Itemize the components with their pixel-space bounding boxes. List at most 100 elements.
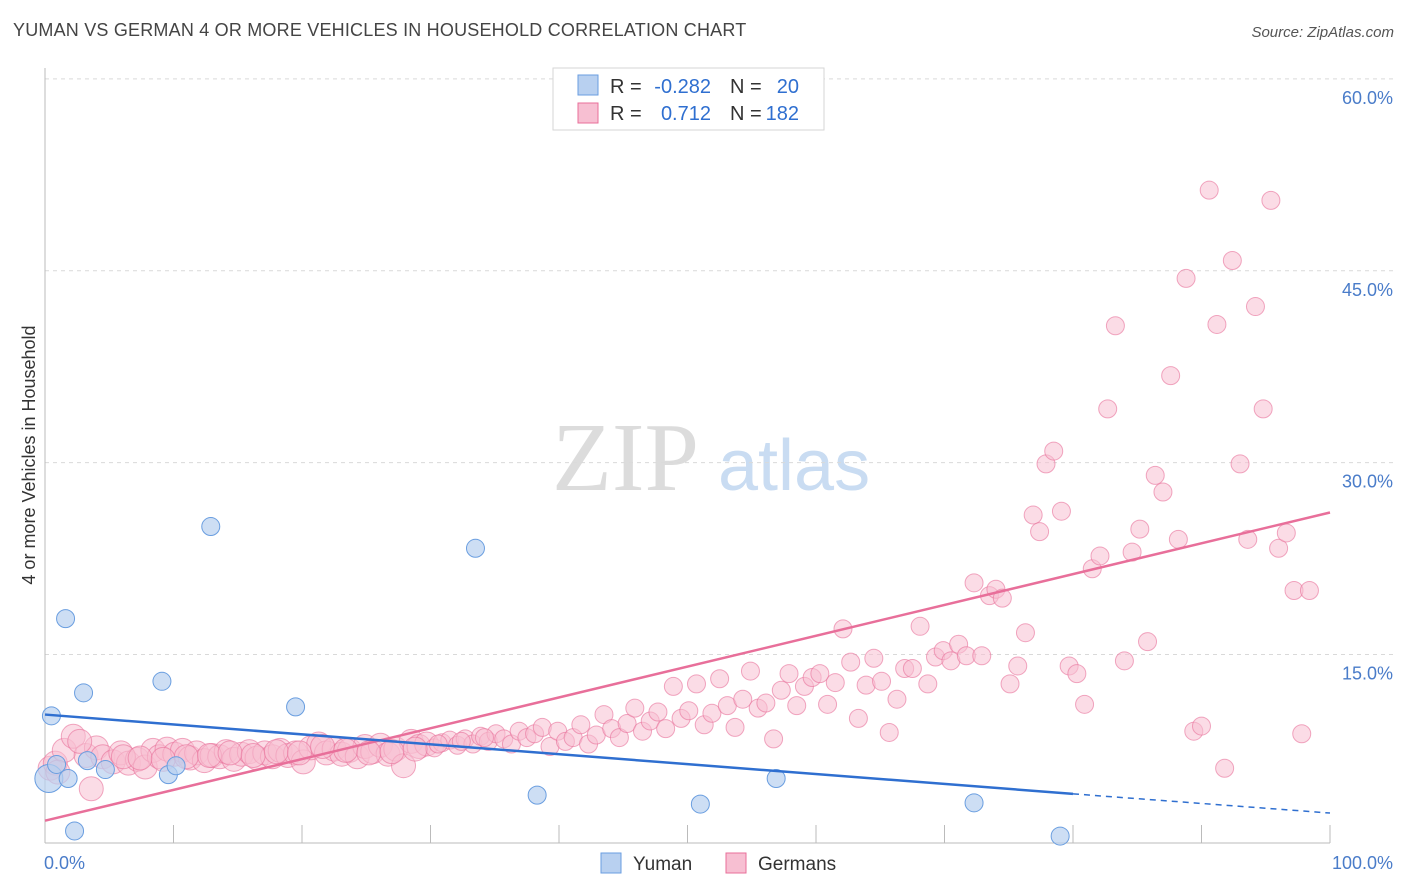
germans-point [1044,441,1064,461]
x-tick-label-0: 0.0% [44,853,85,873]
germans-point [756,693,776,713]
yuman-point [152,671,172,691]
y-axis-title: 4 or more Vehicles in Household [19,325,39,584]
yuman-point [58,769,78,789]
x-ticks [173,825,1331,843]
legend-germans-swatch [577,102,599,124]
germans-point [887,689,907,709]
trend-lines [44,511,1331,822]
yuman-point [286,697,306,717]
yuman-point [690,794,710,814]
yuman-point [77,751,97,771]
bottom-legend: Yuman Germans [600,852,836,875]
germans-point [1090,546,1110,566]
germans-point [964,573,984,593]
legend-box: R = -0.282 N = 20 R = 0.712 N = 182 [552,67,825,131]
x-tick-label-1: 100.0% [1332,853,1393,873]
germans-point [1161,366,1181,386]
yuman-point [65,821,85,841]
bottom-legend-yuman: Yuman [633,854,692,875]
germans-point [625,698,645,718]
germans-point [818,694,838,714]
germans-point [686,674,706,694]
watermark-atlas: atlas [718,426,870,506]
germans-point [617,714,637,734]
yuman-point [47,754,67,774]
germans-point [787,696,807,716]
germans-point [864,648,884,668]
germans-point [733,689,753,709]
chart-title: YUMAN VS GERMAN 4 OR MORE VEHICLES IN HO… [13,20,747,40]
germans-point [1299,581,1319,600]
germans-point [1153,482,1173,502]
yuman-trend-extension [1072,793,1331,814]
legend-yuman-r: -0.282 [654,76,711,98]
germans-point [402,736,428,762]
germans-point [1192,716,1211,736]
germans-point [1075,694,1095,714]
germans-point [127,745,153,771]
germans-point [910,616,930,636]
germans-point [1261,190,1281,210]
y-tick-label-15: 15.0% [1342,663,1393,683]
yuman-point [74,683,94,703]
germans-point [663,676,683,696]
germans-point [1199,180,1219,200]
germans-point [263,739,289,765]
gridlines [45,78,1393,655]
yuman-point [465,538,485,558]
germans-point [740,661,760,681]
germans-point [841,652,861,672]
germans-point [972,646,992,666]
legend-germans-n-label: N = [730,103,762,125]
germans-point [992,588,1012,608]
germans-point [1023,505,1043,525]
germans-point [656,719,676,739]
bottom-legend-germans-swatch [725,852,747,874]
legend-germans-r: 0.712 [661,103,711,125]
legend-yuman-swatch [577,74,599,96]
germans-point [1130,519,1150,539]
yuman-point [166,756,186,776]
yuman-point [1050,826,1070,846]
germans-point [648,702,668,722]
germans-point [1222,251,1242,271]
germans-point [1230,454,1250,474]
germans-point [379,739,405,765]
germans-series [37,180,1319,802]
germans-point [1015,623,1035,643]
yuman-point [201,517,221,537]
germans-point [217,740,243,766]
yuman-series [34,517,1070,846]
germans-point [1176,268,1196,288]
germans-point [1215,758,1235,778]
germans-point [1008,656,1028,676]
germans-point [1168,529,1188,549]
germans-point [679,701,699,721]
germans-point [1114,651,1134,671]
germans-point [1051,501,1071,521]
germans-point [1138,632,1158,652]
y-tick-label-30: 30.0% [1342,472,1393,492]
yuman-point [964,793,984,813]
yuman-point [95,760,115,780]
germans-point [918,674,938,694]
germans-point [67,728,93,754]
germans-point [771,680,791,700]
bottom-legend-germans: Germans [758,854,836,875]
germans-point [902,659,922,679]
germans-point [1145,465,1165,485]
y-tick-labels: 15.0% 30.0% 45.0% 60.0% [1342,88,1393,684]
germans-point [78,776,104,802]
y-tick-label-60: 60.0% [1342,88,1393,108]
y-tick-label-45: 45.0% [1342,280,1393,300]
germans-point [810,664,830,684]
germans-point [1269,538,1289,558]
germans-point [779,664,799,684]
germans-point [764,729,784,749]
yuman-point [56,609,76,629]
germans-point [1276,523,1296,543]
germans-point [1000,674,1020,694]
germans-point [1292,724,1312,744]
